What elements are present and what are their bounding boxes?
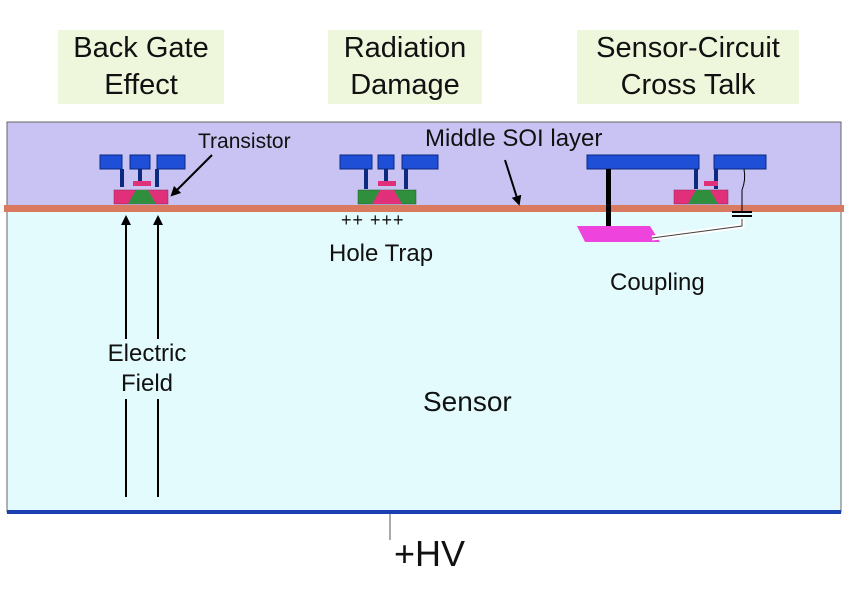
middle-soi-arrow [504,159,522,206]
backplane [7,510,841,514]
hole-trap-label: Hole Trap [329,240,434,267]
electric-field-line1: Electric [107,340,187,367]
header-crosstalk-line1: Sensor-Circuit [596,32,780,64]
header-back-gate-line1: Back Gate [73,32,209,64]
middle-soi-layer [4,205,844,212]
transistor-arrow [170,154,213,197]
header-back-gate-effect: Back Gate Effect [58,30,224,104]
header-radiation-line2: Damage [350,69,460,101]
transistor-3 [586,154,767,229]
header-sensor-circuit-cross-talk: Sensor-Circuit Cross Talk [577,30,799,104]
hole-trap-charges: ++ +++ [341,210,405,230]
coupling-path [577,168,752,242]
header-radiation-line1: Radiation [343,32,467,64]
header-radiation-damage: Radiation Damage [328,30,482,104]
header-crosstalk-line2: Cross Talk [620,69,756,101]
transistor-2 [339,154,439,205]
electric-field-label: Electric Field [92,339,202,399]
transistor-1 [99,154,186,205]
electric-field-line2: Field [120,370,174,397]
header-back-gate-line2: Effect [104,69,178,101]
middle-soi-label: Middle SOI layer [425,125,603,152]
sensor-label: Sensor [423,386,512,417]
coupling-label: Coupling [610,269,705,296]
transistor-label: Transistor [198,130,291,153]
hv-label: +HV [394,533,466,574]
coupling-region [577,226,660,242]
